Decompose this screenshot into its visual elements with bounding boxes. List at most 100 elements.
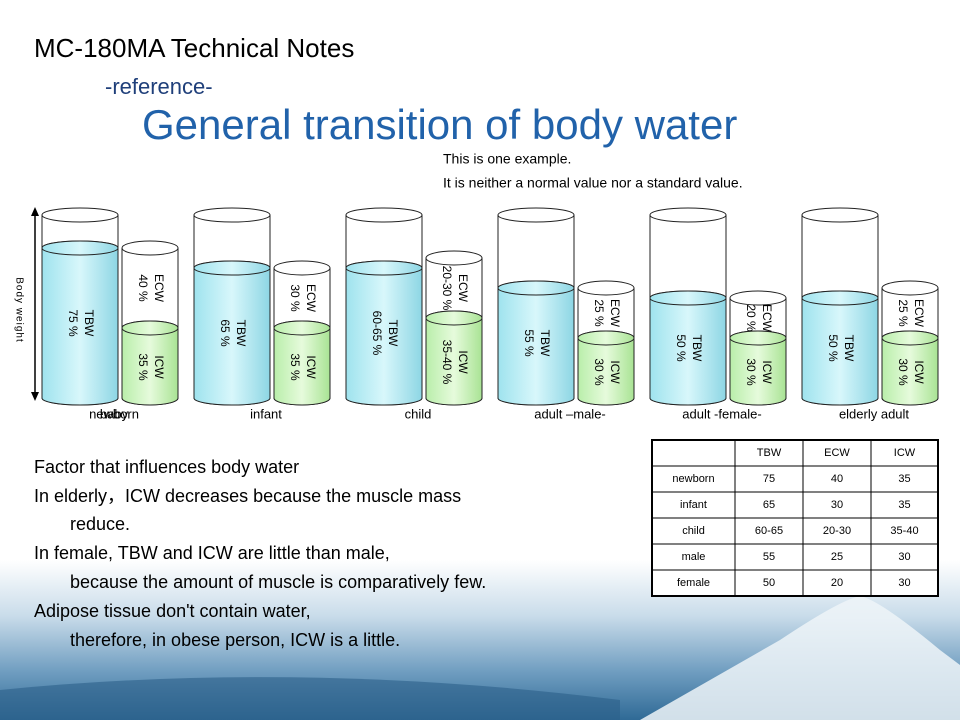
heading: General transition of body water (142, 101, 737, 148)
fill-surface (193, 260, 271, 276)
text-heading: Factor that influences body water (34, 457, 299, 477)
ecw-name: ECW (912, 299, 926, 328)
tbw-name: TBW (538, 330, 552, 357)
fill-surface (801, 290, 879, 306)
cylinder-rim (497, 207, 575, 223)
table-cell: 55 (763, 551, 775, 563)
cylinder-rim (881, 280, 939, 296)
tbw-name: TBW (82, 310, 96, 337)
ecw-value: 20-30 % (440, 266, 454, 311)
tbw-value: 50 % (674, 334, 688, 362)
table-cell: 20-30 (823, 525, 851, 537)
cylinder-rim (273, 260, 331, 276)
icw-name: ICW (304, 355, 318, 379)
group-label: infant (250, 406, 282, 421)
table-cell: male (682, 551, 706, 563)
icw-value: 35 % (288, 353, 302, 381)
text-line: In female, TBW and ICW are little than m… (34, 543, 390, 563)
ecw-value: 25 % (592, 299, 606, 327)
table-header: ICW (894, 447, 916, 459)
cylinder-rim (121, 240, 179, 256)
cylinder-rim (577, 280, 635, 296)
cylinder-rim (649, 207, 727, 223)
icw-value: 30 % (744, 358, 758, 386)
icw-value: 35-40 % (440, 340, 454, 385)
table-cell: 35 (898, 499, 910, 511)
icw-value: 30 % (592, 358, 606, 386)
text-line: because the amount of muscle is comparat… (70, 572, 486, 592)
text-line: reduce. (70, 514, 130, 534)
fill-surface (121, 320, 179, 336)
table-cell: 35-40 (890, 525, 918, 537)
table-cell: 60-65 (755, 525, 783, 537)
tbw-name: TBW (690, 335, 704, 362)
icw-name: ICW (760, 360, 774, 384)
cylinder-rim (193, 207, 271, 223)
tbw-name: TBW (842, 335, 856, 362)
ecw-name: ECW (456, 274, 470, 303)
subtitle: -reference- (105, 74, 213, 99)
table-cell: 35 (898, 473, 910, 485)
fill-surface (497, 280, 575, 296)
axis-label: Body weight (13, 277, 24, 342)
tbw-name: TBW (234, 320, 248, 347)
table-cell: 20 (831, 577, 843, 589)
ecw-value: 30 % (288, 284, 302, 312)
tbw-value: 60-65 % (370, 311, 384, 356)
title: MC-180MA Technical Notes (34, 33, 354, 63)
ecw-name: ECW (760, 304, 774, 333)
cylinder-rim (345, 207, 423, 223)
ecw-value: 20 % (744, 304, 758, 332)
icw-name: ICW (912, 360, 926, 384)
tbw-value: 50 % (826, 334, 840, 362)
group-label: adult -female- (682, 406, 761, 421)
icw-value: 35 % (136, 353, 150, 381)
fill-surface (577, 330, 635, 346)
group-label: newborn (89, 406, 139, 421)
cylinder-rim (41, 207, 119, 223)
table-header: ECW (824, 447, 850, 459)
table-cell: 50 (763, 577, 775, 589)
text-line: Adipose tissue don't contain water, (34, 601, 311, 621)
ecw-name: ECW (152, 274, 166, 303)
table-header: TBW (757, 447, 782, 459)
background-hill (0, 677, 620, 720)
icw-name: ICW (608, 360, 622, 384)
table-cell: infant (680, 499, 707, 511)
group-label: elderly adult (839, 406, 909, 421)
table-cell: 30 (898, 551, 910, 563)
fill-surface (273, 320, 331, 336)
table-cell: 40 (831, 473, 843, 485)
icw-value: 30 % (896, 358, 910, 386)
text-line: therefore, in obese person, ICW is a lit… (70, 630, 400, 650)
group-label: adult –male- (534, 406, 606, 421)
table-cell: child (682, 525, 705, 537)
fill-surface (729, 330, 787, 346)
background-mountain (640, 596, 960, 720)
text-line: In elderly，ICW decreases because the mus… (34, 486, 461, 506)
ecw-name: ECW (608, 299, 622, 328)
cylinder-rim (729, 290, 787, 306)
tbw-name: TBW (386, 320, 400, 347)
ecw-value: 25 % (896, 299, 910, 327)
cylinder-rim (801, 207, 879, 223)
fill-surface (425, 310, 483, 326)
table-cell: newborn (672, 473, 714, 485)
icw-name: ICW (456, 350, 470, 374)
note-line: This is one example. (443, 151, 571, 167)
fill-surface (649, 290, 727, 306)
table-cell: 30 (898, 577, 910, 589)
note-line: It is neither a normal value nor a stand… (443, 175, 743, 191)
fill-surface (41, 240, 119, 256)
table-cell: female (677, 577, 710, 589)
table-cell: 30 (831, 499, 843, 511)
table: TBW ECW ICW newborn 75 40 35 infant 65 30 35 child 6… (651, 439, 939, 597)
table-cell: 65 (763, 499, 775, 511)
ecw-name: ECW (304, 284, 318, 313)
group-label: baby (100, 406, 129, 421)
cylinder-rim (425, 250, 483, 266)
table-cell: 25 (831, 551, 843, 563)
fill-surface (881, 330, 939, 346)
